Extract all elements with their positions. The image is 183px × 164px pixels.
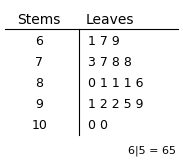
- Text: 1 2 2 5 9: 1 2 2 5 9: [88, 98, 143, 111]
- Text: 7: 7: [35, 56, 43, 69]
- Text: 3 7 8 8: 3 7 8 8: [88, 56, 132, 69]
- Text: Stems: Stems: [18, 13, 61, 27]
- Text: 6: 6: [35, 35, 43, 48]
- Text: 9: 9: [35, 98, 43, 111]
- Text: 8: 8: [35, 77, 43, 90]
- Text: Leaves: Leaves: [85, 13, 134, 27]
- Text: 0 0: 0 0: [88, 119, 108, 132]
- Text: 1 7 9: 1 7 9: [88, 35, 120, 48]
- Text: 0 1 1 1 6: 0 1 1 1 6: [88, 77, 143, 90]
- Text: 10: 10: [31, 119, 47, 132]
- Text: 6|5 = 65: 6|5 = 65: [128, 146, 176, 156]
